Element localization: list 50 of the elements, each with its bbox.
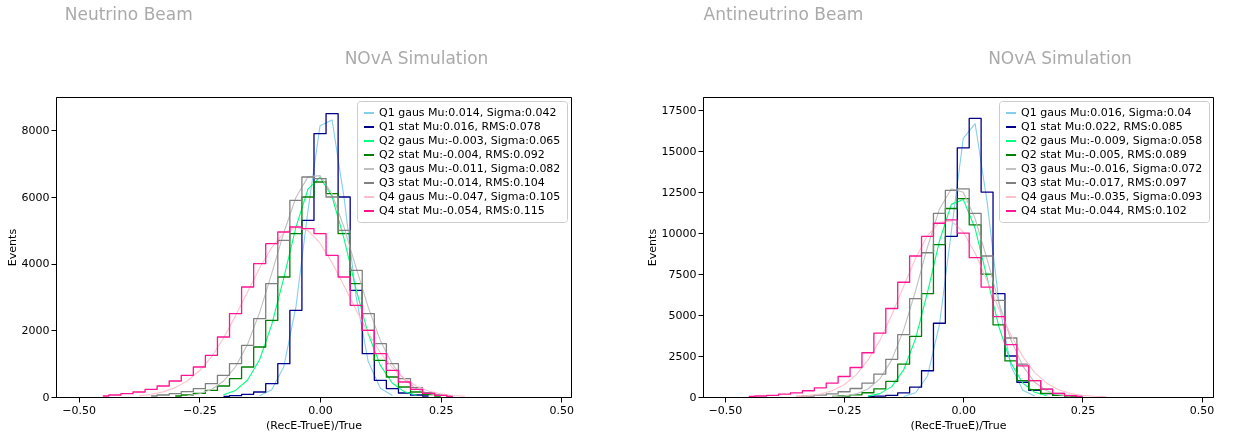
legend-label: Q2 gaus Mu:-0.003, Sigma:0.065 [379, 134, 561, 147]
x-axis-title: (RecE-TrueE)/True [266, 418, 363, 432]
legend-label: Q4 stat Mu:-0.044, RMS:0.102 [1021, 204, 1187, 217]
y-tick-label: 2500 [668, 349, 697, 363]
x-tick-label: 0.00 [951, 403, 976, 417]
x-tick-label: 0.50 [1189, 403, 1215, 417]
legend-label: Q2 gaus Mu:-0.009, Sigma:0.058 [1021, 134, 1203, 147]
line-series [259, 119, 393, 397]
y-tick-label: 10000 [661, 226, 697, 240]
y-axis-title: Events [5, 228, 19, 267]
x-tick-label: −0.50 [708, 403, 743, 417]
y-tick-label: 2000 [21, 323, 50, 337]
x-tick-label: 0.25 [428, 403, 454, 417]
chart-title: Neutrino Beam [64, 4, 193, 24]
x-tick-label: 0.50 [549, 403, 575, 417]
legend-label: Q3 gaus Mu:-0.016, Sigma:0.072 [1021, 162, 1203, 175]
line-series [903, 123, 1036, 397]
legend-label: Q1 stat Mu:0.016, RMS:0.078 [379, 120, 541, 133]
y-tick-label: 15000 [661, 144, 697, 158]
legend-label: Q4 stat Mu:-0.054, RMS:0.115 [379, 204, 545, 217]
x-tick-label: −0.25 [827, 403, 862, 417]
x-tick-label: 0.00 [308, 403, 333, 417]
text: NOvA Simulation [988, 48, 1132, 68]
y-tick-label: 0 [42, 390, 50, 404]
y-tick-label: 7500 [668, 267, 697, 281]
x-tick-label: 0.25 [1070, 403, 1096, 417]
x-axis-title: (RecE-TrueE)/True [910, 418, 1007, 432]
y-tick-label: 5000 [668, 308, 697, 322]
legend-label: Q4 gaus Mu:-0.047, Sigma:0.105 [379, 190, 561, 203]
y-tick-label: 17500 [661, 103, 697, 117]
y-tick-label: 8000 [21, 123, 50, 137]
legend-label: Q1 gaus Mu:0.016, Sigma:0.04 [1021, 106, 1192, 119]
y-tick-label: 6000 [21, 190, 50, 204]
chart-title: Antineutrino Beam [703, 4, 864, 24]
text: NOvA Simulation [344, 48, 489, 68]
legend-label: Q3 gaus Mu:-0.011, Sigma:0.082 [379, 162, 561, 175]
legend-label: Q2 stat Mu:-0.004, RMS:0.092 [379, 148, 545, 161]
y-axis-title: Events [645, 228, 659, 267]
legend-label: Q1 stat Mu:0.022, RMS:0.085 [1021, 120, 1183, 133]
y-tick-label: 12500 [661, 185, 697, 199]
legend-label: Q2 stat Mu:-0.005, RMS:0.089 [1021, 148, 1187, 161]
legend-label: Q3 stat Mu:-0.014, RMS:0.104 [379, 176, 545, 189]
legend-label: Q4 gaus Mu:-0.035, Sigma:0.093 [1021, 190, 1203, 203]
x-tick-label: −0.25 [182, 403, 217, 417]
legend-label: Q3 stat Mu:-0.017, RMS:0.097 [1021, 176, 1187, 189]
y-tick-label: 4000 [21, 257, 50, 271]
y-tick-label: 0 [689, 390, 697, 404]
x-tick-label: −0.50 [62, 403, 97, 417]
line-series [795, 220, 1107, 397]
legend-label: Q1 gaus Mu:0.014, Sigma:0.042 [379, 106, 557, 119]
